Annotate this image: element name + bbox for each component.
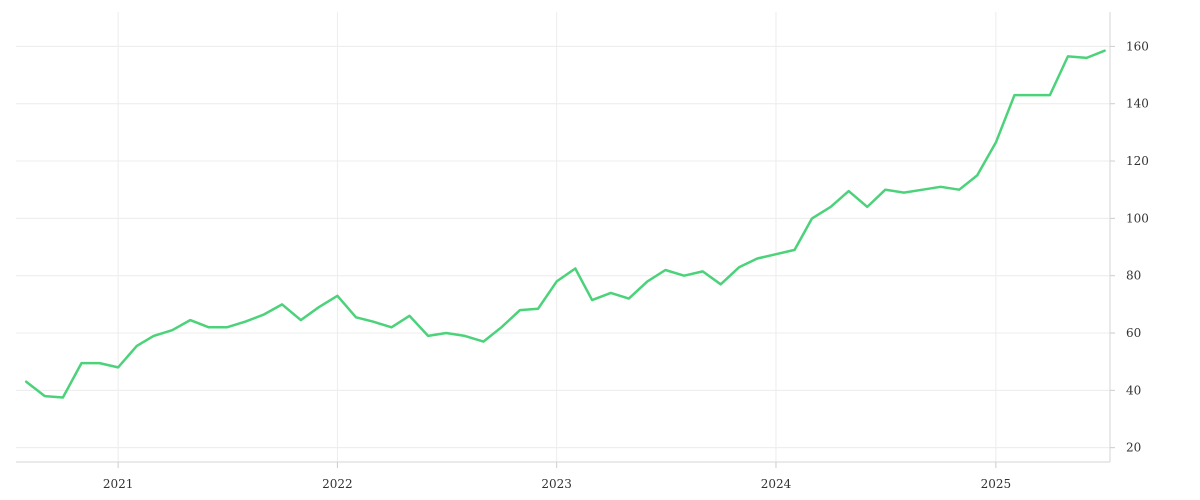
y-tick-label: 60 — [1126, 326, 1141, 340]
y-tick-label: 40 — [1126, 383, 1141, 397]
series-line — [24, 49, 1106, 399]
tick-labels: 20 40 60 80 100 120 140 160 2021 2022 2023 2024 2025 — [103, 39, 1149, 491]
y-tick-label: 120 — [1126, 154, 1149, 168]
axes — [16, 12, 1115, 468]
y-tick-label: 100 — [1126, 211, 1149, 225]
y-tick-label: 160 — [1126, 39, 1149, 53]
x-tick-label: 2024 — [761, 477, 792, 491]
x-tick-label: 2022 — [322, 477, 353, 491]
x-tick-label: 2025 — [981, 477, 1012, 491]
y-tick-label: 80 — [1126, 269, 1141, 283]
y-tick-label: 20 — [1126, 441, 1141, 455]
y-tick-label: 140 — [1126, 97, 1149, 111]
x-tick-label: 2021 — [103, 477, 134, 491]
series-layer — [24, 49, 1106, 399]
x-tick-label: 2023 — [541, 477, 572, 491]
gridlines — [16, 12, 1110, 462]
